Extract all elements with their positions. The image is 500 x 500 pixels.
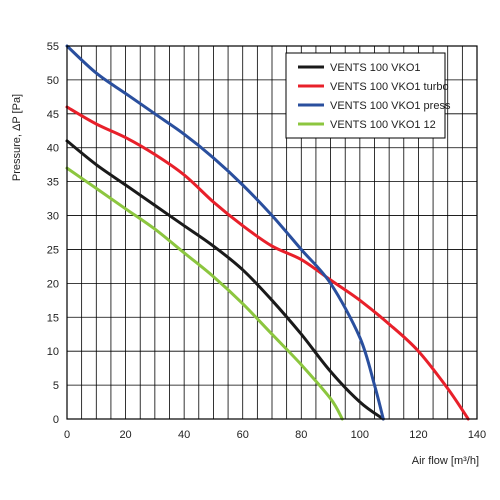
y-tick-label: 35: [47, 177, 59, 189]
y-tick-label: 0: [53, 414, 59, 426]
x-axis-ticks: 0 20 40 60 80 100 120 140: [64, 429, 486, 441]
legend-label: VENTS 100 VKO1 turbo: [330, 81, 449, 93]
x-tick-label: 120: [409, 429, 427, 441]
x-axis-label: Air flow [m³/h]: [412, 455, 479, 467]
legend-label: VENTS 100 VKO1 press: [330, 100, 451, 112]
y-tick-label: 55: [47, 41, 59, 53]
series-line-4: [65, 166, 344, 421]
y-tick-label: 45: [47, 109, 59, 121]
y-tick-label: 15: [47, 312, 59, 324]
x-tick-label: 100: [351, 429, 369, 441]
y-tick-label: 10: [47, 346, 59, 358]
legend-label: VENTS 100 VKO1: [330, 62, 421, 74]
x-tick-label: 80: [295, 429, 307, 441]
legend-label: VENTS 100 VKO1 12: [330, 119, 436, 131]
y-tick-label: 5: [53, 380, 59, 392]
x-tick-label: 60: [237, 429, 249, 441]
x-tick-label: 40: [178, 429, 190, 441]
y-axis-ticks: 0 5 10 15 20 25 30 35 40 45 50 55: [47, 41, 59, 426]
x-tick-label: 0: [64, 429, 70, 441]
series-line-3: [65, 44, 385, 421]
y-tick-label: 30: [47, 211, 59, 223]
y-tick-label: 20: [47, 278, 59, 290]
y-tick-label: 50: [47, 75, 59, 87]
series-line-1: [65, 139, 385, 421]
x-tick-label: 20: [119, 429, 131, 441]
y-axis-label: Pressure, ΔP [Pa]: [11, 94, 23, 181]
curves: [65, 44, 470, 421]
series-line-2: [65, 105, 470, 421]
x-tick-label: 140: [468, 429, 486, 441]
y-tick-label: 25: [47, 244, 59, 256]
plot-frame: [66, 45, 478, 420]
y-tick-label: 40: [47, 143, 59, 155]
legend: VENTS 100 VKO1 VENTS 100 VKO1 turbo VENTS …: [285, 52, 451, 139]
